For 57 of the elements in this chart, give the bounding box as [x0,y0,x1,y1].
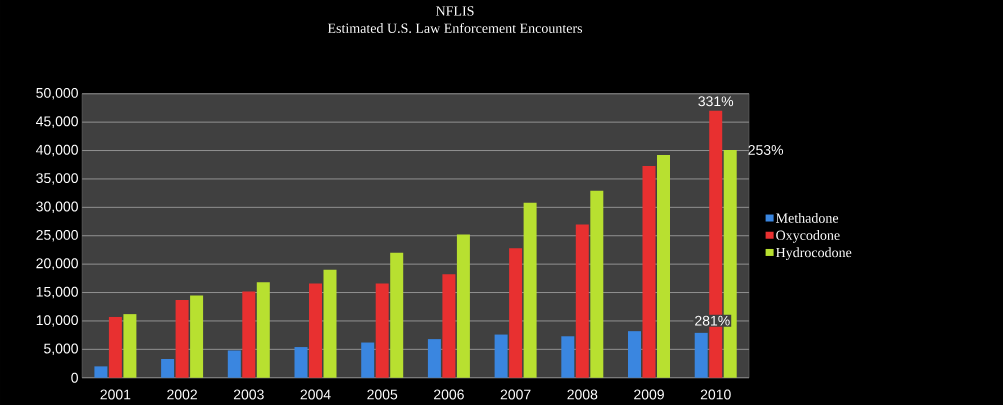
y-tick-label: 5,000 [44,343,78,356]
x-tick-label: 2008 [567,389,598,400]
x-tick-label: 2007 [500,389,531,400]
x-tick-label: 2006 [434,389,464,400]
legend-label: Hydrocodone [776,247,852,261]
bar [590,190,604,378]
legend-label: Oxycodone [776,230,840,243]
bar [123,314,137,378]
bar [575,224,589,378]
x-tick-label: 2009 [634,389,664,400]
bar [561,336,575,378]
bar [628,331,641,378]
legend-label: Methadone [776,212,839,223]
annotation: 281% [695,315,730,326]
bar [108,316,122,378]
chart-subtitle: Estimated U.S. Law Enforcement Encounters [327,22,583,34]
y-tick-label: 35,000 [36,173,78,185]
x-tick-label: 2004 [300,389,331,400]
y-tick-label: 20,000 [36,258,78,270]
bar [294,347,308,378]
bar [323,269,337,378]
bar [94,366,108,378]
y-tick-label: 50,000 [36,87,78,100]
x-tick-label: 2005 [367,389,398,400]
bar [256,282,270,378]
bar [361,342,375,378]
bar [642,165,656,378]
chart-title: NFLIS [435,6,474,16]
bar [694,332,708,378]
y-tick-label: 40,000 [36,144,78,157]
bar [175,299,189,378]
annotation: 253% [748,145,784,155]
annotation: 331% [698,96,734,107]
y-tick-label: 15,000 [36,286,78,299]
bar [442,274,456,378]
y-tick-label: 10,000 [36,315,78,327]
bar [427,339,441,378]
x-tick-label: 2010 [700,389,731,400]
y-tick-label: 0 [71,372,78,383]
bar [242,291,256,378]
bar [161,358,175,378]
bar [509,248,523,378]
y-tick-label: 45,000 [36,116,78,128]
bar [227,350,241,378]
bar [657,155,671,378]
bar [456,234,470,378]
bar [523,202,537,378]
y-tick-label: 25,000 [36,229,78,242]
bar [190,295,204,378]
y-tick-label: 30,000 [36,201,78,214]
x-tick-label: 2002 [167,389,197,400]
bar [375,283,389,378]
bar [390,252,404,378]
bar [309,283,322,378]
x-tick-label: 2001 [100,389,131,400]
bar [494,334,508,378]
x-tick-label: 2003 [233,389,264,400]
